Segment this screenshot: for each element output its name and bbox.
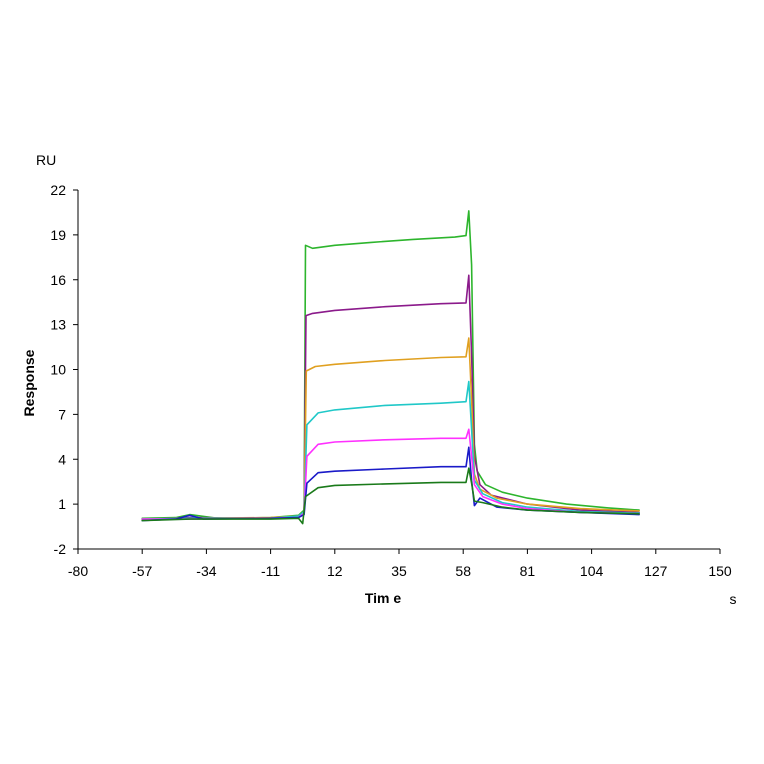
y-tick-label: 10 <box>50 362 66 378</box>
x-axis: -80 -57 -34 -11 12 35 58 81 104 127 150 <box>68 548 732 579</box>
x-unit-label: s <box>730 591 737 607</box>
plot-series <box>141 210 640 525</box>
y-tick-label: -2 <box>54 541 67 557</box>
y-axis: -2 1 4 7 10 13 16 19 22 <box>50 182 79 557</box>
y-tick-label: 16 <box>50 272 66 288</box>
y-tick-label: 19 <box>50 227 66 243</box>
y-axis-title: Response <box>21 349 37 416</box>
y-tick-label: 4 <box>58 451 66 467</box>
y-unit-label: RU <box>36 152 56 168</box>
series-line-3 <box>141 337 640 520</box>
y-tick-label: 7 <box>58 406 66 422</box>
series-line-1 <box>141 210 640 520</box>
x-tick-label: 104 <box>580 563 604 579</box>
x-tick-label: -80 <box>68 563 88 579</box>
series-line-5 <box>141 428 640 520</box>
y-tick-label: 13 <box>50 317 66 333</box>
x-axis-title: Tim e <box>365 590 402 606</box>
x-tick-label: -11 <box>261 563 280 579</box>
y-tick-label: 1 <box>58 496 66 512</box>
x-tick-label: 127 <box>644 563 668 579</box>
series-line-7 <box>141 467 640 525</box>
x-tick-label: 58 <box>455 563 471 579</box>
x-tick-label: -57 <box>132 563 152 579</box>
y-tick-label: 22 <box>50 182 66 198</box>
series-line-4 <box>141 380 640 520</box>
x-tick-label: 150 <box>708 563 732 579</box>
x-tick-label: 35 <box>391 563 407 579</box>
x-tick-label: 81 <box>520 563 536 579</box>
x-tick-label: -34 <box>196 563 216 579</box>
x-tick-label: 12 <box>327 563 343 579</box>
